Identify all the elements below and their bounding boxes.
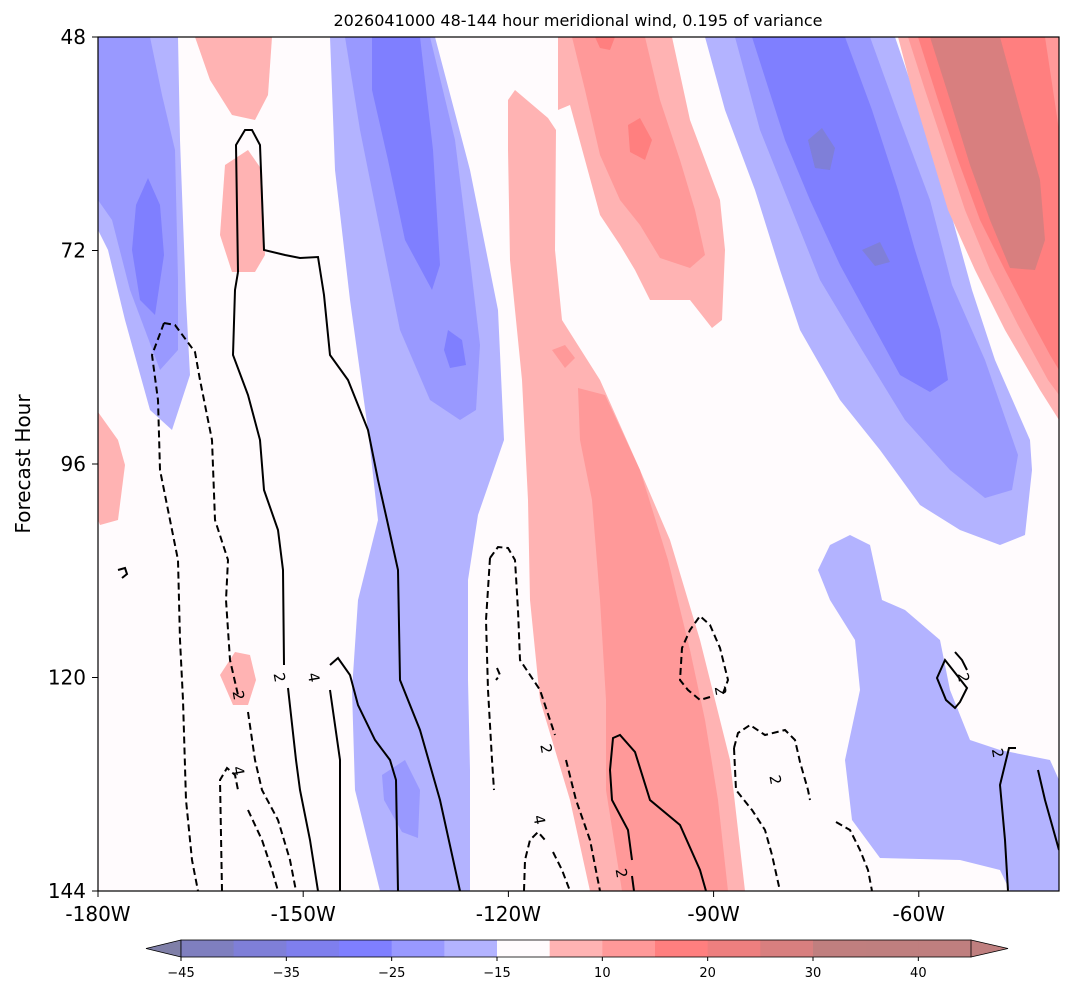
colorbar-tick-label: −15 — [483, 966, 510, 981]
positive-bands — [98, 37, 1059, 891]
contour-solid-2-westc — [287, 687, 319, 891]
colorbar-frame — [180, 939, 972, 958]
contour-dashed-2-west — [163, 322, 239, 696]
band-pos-north-central-25b — [595, 37, 615, 50]
contour-solid-4-west — [329, 656, 399, 891]
band-neg-southeast — [818, 535, 1059, 891]
colorbar-swatch — [707, 940, 761, 957]
colorbar-tick-label: 30 — [805, 966, 822, 981]
colorbar-swatch — [760, 940, 814, 957]
colorbar-swatch — [339, 940, 393, 957]
contour-dashed-4-central — [523, 830, 571, 891]
contour-dashed-4-west — [218, 766, 279, 891]
contour-solid-2-east — [998, 747, 1016, 891]
y-tick-label: 72 — [61, 239, 86, 263]
colorbar-swatch — [918, 940, 972, 957]
x-tick-label: -90W — [687, 902, 740, 926]
colorbar-swatch — [813, 940, 867, 957]
band-pos-west-edge — [98, 412, 125, 525]
colorbar-swatch — [233, 940, 287, 957]
band-pos-north-central-25 — [628, 118, 652, 160]
band-neg-west-25 — [132, 178, 164, 315]
y-axis-label: Forecast Hour — [11, 394, 35, 534]
contour-dashed-2-centralb — [484, 557, 495, 791]
band-pos-central-spot — [552, 345, 575, 368]
contour-dashed-2-eastc — [835, 821, 873, 891]
colorbar-tick-label: 10 — [594, 966, 611, 981]
y-tick-label: 120 — [48, 666, 86, 690]
band-neg-east-30 — [808, 128, 835, 170]
band-pos-central-20 — [578, 388, 728, 891]
colorbar-tick-label: 20 — [699, 966, 716, 981]
band-neg-central-25 — [372, 37, 440, 290]
colorbar-swatch — [286, 940, 340, 957]
colorbar-swatch — [391, 940, 445, 957]
y-tick-label: 48 — [61, 25, 86, 49]
contour-dashed-small — [495, 667, 502, 681]
line-contours-dashed — [150, 322, 873, 891]
colorbar-tick-label: −35 — [273, 966, 300, 981]
contour-dashed-2-central — [489, 545, 556, 736]
band-neg-central-low — [382, 760, 420, 838]
x-tick-label: -120W — [476, 902, 541, 926]
colorbar-extend-min — [145, 939, 182, 958]
contour-label: 2 — [229, 689, 248, 702]
band-neg-east-30b — [862, 242, 890, 266]
colorbar-tick-label: −25 — [378, 966, 405, 981]
y-tick-label: 96 — [61, 452, 86, 476]
x-tick-label: -60W — [893, 902, 946, 926]
contour-label: 2 — [988, 747, 1007, 760]
colorbar-tick-label: −45 — [167, 966, 194, 981]
contour-solid-2-central-b — [631, 875, 635, 891]
colorbar-swatch — [602, 940, 656, 957]
band-pos-nw — [195, 37, 272, 120]
band-pos-east-30 — [930, 37, 1045, 270]
contour-label: 4 — [529, 814, 548, 827]
x-axis: -180W -150W -120W -90W -60W — [65, 891, 945, 926]
contour-label: 4 — [229, 765, 248, 778]
y-tick-label: 144 — [48, 879, 86, 903]
x-tick-label: -180W — [65, 902, 130, 926]
contour-label: 2 — [711, 685, 730, 698]
chart-title: 2026041000 48-144 hour meridional wind, … — [334, 11, 823, 30]
contour-solid-4-westb — [329, 689, 341, 891]
contour-solid-small — [117, 566, 129, 579]
band-pos-west-mid — [220, 150, 265, 272]
band-pos-west-low — [220, 652, 256, 705]
y-axis: 48 72 96 120 144 — [48, 25, 98, 903]
colorbar-extend-max — [970, 939, 1009, 958]
x-tick-label: -150W — [271, 902, 336, 926]
contour-dashed-2-loop — [678, 614, 730, 702]
plot-area: 2 4 2 4 2 4 2 2 2 2 2 — [98, 37, 1059, 891]
contour-label: 2 — [612, 867, 631, 880]
contour-solid-2-westb — [231, 271, 285, 666]
contour-labels: 2 4 2 4 2 4 2 2 2 2 2 — [229, 671, 1008, 880]
colorbar-swatch — [655, 940, 709, 957]
contour-solid-2-east-b — [1037, 769, 1059, 851]
contour-solid-2-east-loop — [935, 651, 969, 710]
colorbar-swatch — [181, 940, 235, 957]
contour-dashed-2-westc — [247, 711, 297, 891]
colorbar-tick-label: 40 — [910, 966, 927, 981]
contour-label: 4 — [304, 671, 323, 684]
contour-label: 2 — [536, 742, 555, 755]
colorbar-swatch — [865, 940, 919, 957]
contour-solid-2-central — [608, 733, 707, 891]
contour-label: 2 — [270, 671, 289, 684]
negative-bands — [98, 37, 1059, 891]
contour-solid-2-west — [234, 129, 461, 891]
colorbar-swatch — [444, 940, 498, 957]
contour-label: 2 — [765, 774, 784, 787]
line-contours — [117, 129, 1059, 891]
colorbar: −45 −35 −25 −15 10 20 30 40 — [145, 939, 1009, 981]
band-neg-central-25b — [444, 330, 466, 368]
contour-label: 2 — [954, 671, 973, 684]
band-neg-east-25 — [752, 37, 948, 392]
colorbar-swatch — [549, 940, 603, 957]
contour-dashed-2-westb — [150, 322, 199, 891]
colorbar-swatch — [497, 940, 551, 957]
contour-dashed-2-east — [733, 723, 811, 801]
contour-dashed-2-eastb — [733, 747, 781, 891]
